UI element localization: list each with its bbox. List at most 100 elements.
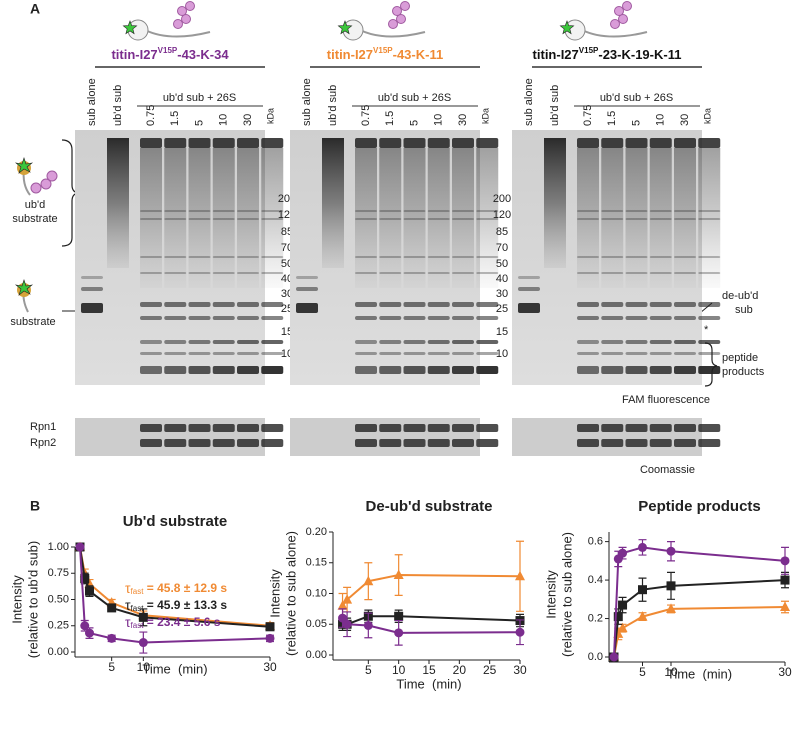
y-tick-label: 0.05 bbox=[306, 618, 327, 630]
gel-band bbox=[698, 218, 721, 220]
icon-fluor bbox=[122, 20, 138, 35]
fam-label: FAM fluorescence bbox=[622, 394, 710, 406]
lane-label: 0.75 bbox=[360, 105, 372, 126]
icon-ubiquitin bbox=[614, 6, 624, 16]
gel-band bbox=[188, 218, 211, 220]
gel-band bbox=[164, 138, 187, 148]
gel-band bbox=[698, 256, 721, 258]
gel-band bbox=[188, 439, 211, 447]
gel-band bbox=[140, 340, 162, 344]
gel-band bbox=[261, 352, 284, 355]
icon-ubiquitin bbox=[392, 6, 402, 16]
y-axis-label: (relative to sub alone) bbox=[283, 531, 298, 656]
gel-band bbox=[476, 302, 499, 307]
gel-smear bbox=[601, 148, 624, 288]
gel-band bbox=[140, 302, 162, 307]
lane-label: 30 bbox=[242, 114, 254, 126]
gel-band bbox=[674, 272, 696, 274]
gel-band bbox=[625, 218, 648, 220]
gel-band bbox=[649, 272, 672, 274]
annotation-symbol: τ bbox=[125, 597, 131, 613]
gel-band bbox=[261, 340, 284, 344]
gel-band bbox=[601, 340, 624, 344]
annotation-text: = 23.4 ± 5.6 s bbox=[143, 615, 220, 629]
y-tick-label: 0.0 bbox=[588, 651, 603, 663]
lane-label: 10 bbox=[218, 114, 230, 126]
substrate-icon bbox=[14, 279, 34, 313]
gel-band bbox=[649, 210, 672, 212]
gel-smear bbox=[577, 148, 599, 288]
gel-band bbox=[237, 256, 259, 258]
coomassie-strip bbox=[75, 418, 265, 456]
gel-band bbox=[403, 340, 426, 344]
marker bbox=[666, 603, 676, 613]
marker bbox=[80, 621, 90, 631]
gel-band bbox=[674, 424, 696, 432]
gel-band bbox=[188, 138, 211, 148]
series-line bbox=[613, 579, 786, 658]
gel-band bbox=[164, 302, 187, 307]
annotation-sub: fast bbox=[131, 604, 145, 613]
gel-band bbox=[379, 218, 402, 220]
icon-ubiquitin bbox=[173, 19, 183, 29]
marker bbox=[780, 575, 790, 585]
gel-band bbox=[403, 316, 426, 320]
gel-band bbox=[476, 439, 499, 447]
annotation: τfast = 45.8 ± 12.9 s bbox=[125, 580, 227, 596]
y-tick-label: 0.25 bbox=[48, 620, 69, 632]
gel-band bbox=[164, 439, 187, 447]
gel-band bbox=[379, 138, 402, 148]
gel-band bbox=[355, 218, 377, 220]
gel-band bbox=[81, 303, 103, 313]
marker bbox=[618, 548, 628, 558]
gel-band bbox=[601, 302, 624, 307]
gel-title: titin-I27V15P-43-K-11 bbox=[327, 46, 443, 62]
lane-label: 30 bbox=[679, 114, 691, 126]
gel-band bbox=[452, 340, 474, 344]
coomassie-strip bbox=[290, 418, 480, 456]
title-sup: V15P bbox=[373, 46, 393, 55]
icon-ubiquitin bbox=[177, 6, 187, 16]
icon-ubiquitin bbox=[396, 14, 406, 24]
gel-band bbox=[296, 276, 318, 279]
gel-title: titin-I27V15P-23-K-19-K-11 bbox=[533, 46, 682, 62]
gel-band bbox=[355, 138, 377, 148]
annotation: τfast = 23.4 ± 5.6 s bbox=[125, 614, 221, 630]
icon-linker bbox=[581, 29, 648, 38]
gel-band bbox=[188, 340, 211, 344]
title-part: titin-I27 bbox=[111, 47, 157, 62]
gel-band bbox=[427, 439, 450, 447]
coomassie-label: Coomassie bbox=[640, 464, 695, 476]
gel-smear bbox=[261, 148, 284, 288]
marker bbox=[393, 569, 404, 580]
y-axis-label: Intensity bbox=[543, 570, 558, 619]
gel-band bbox=[577, 302, 599, 307]
gel-band bbox=[577, 272, 599, 274]
right-label: peptide bbox=[722, 352, 758, 364]
gel-band bbox=[140, 256, 162, 258]
annotation-symbol: τ bbox=[125, 614, 131, 630]
gel-band bbox=[355, 340, 377, 344]
gel-band bbox=[698, 316, 721, 320]
left-label: ub'd bbox=[25, 199, 45, 211]
gel-band bbox=[403, 302, 426, 307]
gel-band bbox=[427, 218, 450, 220]
gel-band bbox=[698, 424, 721, 432]
marker bbox=[342, 619, 352, 629]
gel-band bbox=[379, 272, 402, 274]
gel-band bbox=[261, 439, 284, 447]
gel-band bbox=[212, 302, 235, 307]
gel-band bbox=[237, 366, 259, 374]
title-part: titin-I27 bbox=[327, 47, 373, 62]
x-axis-label: Time (min) bbox=[396, 676, 461, 691]
x-tick-label: 10 bbox=[664, 665, 678, 679]
marker bbox=[780, 556, 790, 566]
gel-band bbox=[140, 439, 162, 447]
ubd-substrate-icon bbox=[14, 157, 58, 196]
marker bbox=[80, 574, 90, 583]
gel-band bbox=[427, 272, 450, 274]
gel-smear bbox=[698, 148, 721, 288]
marker bbox=[75, 542, 85, 552]
gel-band bbox=[452, 272, 474, 274]
marker bbox=[265, 633, 275, 643]
